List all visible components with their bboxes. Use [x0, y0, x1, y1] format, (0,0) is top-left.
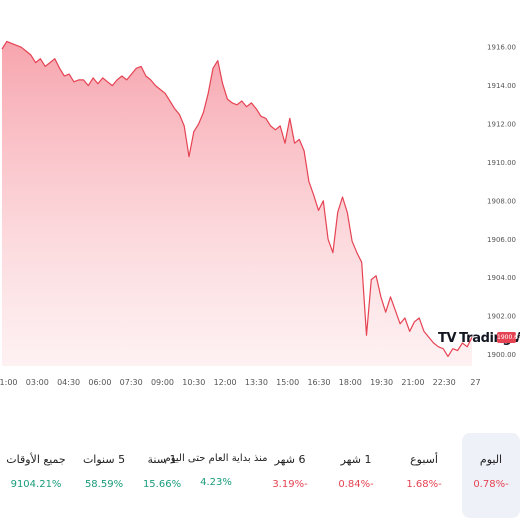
x-tick-label: 07:30 [120, 378, 143, 387]
period-ytd[interactable]: منذ بداية العام حتى اليوم 4.23% [165, 433, 268, 518]
x-tick-label: 12:00 [214, 378, 237, 387]
x-tick-label: 10:30 [182, 378, 205, 387]
y-tick-label: 1906.00 [487, 236, 516, 244]
y-tick-label: 1912.00 [487, 121, 516, 129]
period-label: 1 سنة [147, 453, 177, 466]
period-value: 3.19%- [272, 479, 308, 490]
period-all-time[interactable]: جميع الأوقات 9104.21% [0, 433, 72, 518]
period-value: 0.78%- [473, 479, 509, 490]
period-label: 5 سنوات [82, 453, 126, 466]
period-value: 15.66% [142, 479, 182, 490]
period-value: 9104.21% [10, 479, 62, 490]
period-label: منذ بداية العام حتى اليوم [164, 453, 268, 464]
y-tick-label: 1902.00 [487, 313, 516, 321]
y-tick-label: 1908.00 [487, 197, 516, 205]
y-tick-label: 1914.00 [487, 82, 516, 90]
y-tick-label: 1916.00 [487, 44, 516, 52]
y-tick-label: 1900.00 [487, 351, 516, 359]
period-week[interactable]: أسبوع 1.68%- [396, 433, 452, 518]
x-tick-label: 19:30 [370, 378, 393, 387]
y-tick-label: 1910.00 [487, 159, 516, 167]
period-1-year[interactable]: 1 سنة 15.66% [132, 433, 192, 518]
period-6-months[interactable]: 6 شهر 3.19%- [262, 433, 318, 518]
period-value: 58.59% [84, 479, 124, 490]
period-label: أسبوع [410, 453, 438, 466]
period-value: 0.84%- [338, 479, 374, 490]
period-value: 4.23% [200, 477, 232, 488]
x-tick-label: 04:30 [57, 378, 80, 387]
price-line [1, 40, 473, 357]
period-1-month[interactable]: 1 شهر 0.84%- [328, 433, 384, 518]
y-tick-label: 1904.00 [487, 274, 516, 282]
x-tick-label: 09:00 [151, 378, 174, 387]
period-label: جميع الأوقات [6, 453, 66, 466]
period-today[interactable]: اليوم 0.78%- [462, 433, 520, 518]
x-tick-label: 27 [470, 378, 480, 387]
x-tick-label: 06:00 [88, 378, 111, 387]
period-value: 1.68%- [406, 479, 442, 490]
period-5-years[interactable]: 5 سنوات 58.59% [74, 433, 134, 518]
x-tick-label: 13:30 [245, 378, 268, 387]
last-price-label: 1900.63 [497, 332, 520, 343]
price-area-fill [2, 41, 472, 367]
period-label: اليوم [479, 453, 503, 466]
x-tick-label: 01:00 [0, 378, 18, 387]
period-label: 6 شهر [274, 453, 306, 466]
x-tick-label: 21:00 [401, 378, 424, 387]
x-tick-label: 03:00 [26, 378, 49, 387]
x-tick-label: 16:30 [307, 378, 330, 387]
price-chart[interactable]: 01:00 03:00 04:30 06:00 07:30 09:00 10:30 12:00… [0, 0, 520, 400]
performance-periods: اليوم 0.78%- أسبوع 1.68%- 1 شهر 0.84%- 6… [0, 433, 520, 520]
x-tick-label: 18:00 [339, 378, 362, 387]
x-tick-label: 22:30 [433, 378, 456, 387]
tradingview-logo-icon: TV [438, 331, 457, 346]
x-tick-label: 15:00 [276, 378, 299, 387]
period-label: 1 شهر [340, 453, 372, 466]
